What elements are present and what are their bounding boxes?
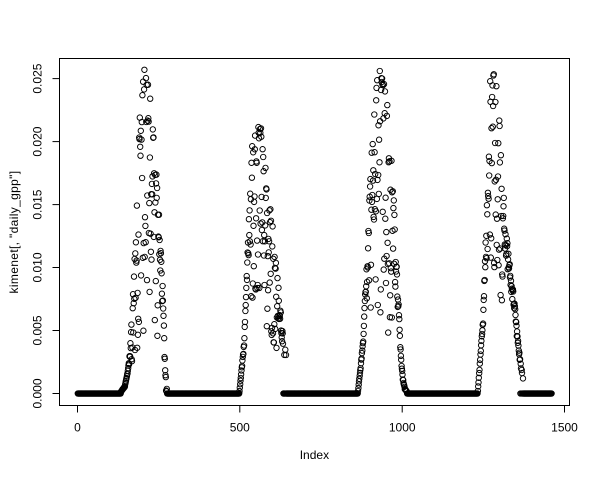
svg-text:kimenet[, "daily_gpp"]: kimenet[, "daily_gpp"] bbox=[7, 171, 21, 294]
svg-text:0.000: 0.000 bbox=[30, 378, 44, 408]
svg-text:0.010: 0.010 bbox=[30, 252, 44, 282]
svg-text:500: 500 bbox=[230, 421, 250, 435]
svg-text:0.020: 0.020 bbox=[30, 126, 44, 156]
svg-text:0: 0 bbox=[74, 421, 81, 435]
svg-text:Index: Index bbox=[300, 448, 329, 462]
svg-text:0.005: 0.005 bbox=[30, 315, 44, 345]
svg-text:1000: 1000 bbox=[389, 421, 416, 435]
svg-text:0.015: 0.015 bbox=[30, 189, 44, 219]
svg-text:0.025: 0.025 bbox=[30, 63, 44, 93]
svg-text:1500: 1500 bbox=[551, 421, 578, 435]
